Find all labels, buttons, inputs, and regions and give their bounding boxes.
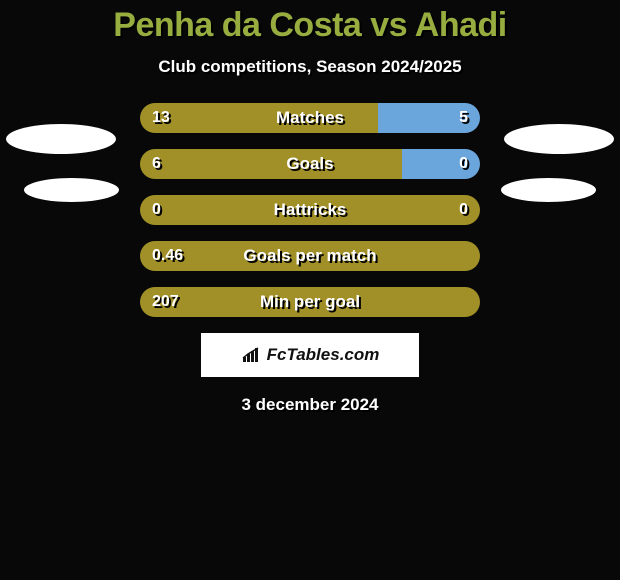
- stat-row: 6 Goals 0: [140, 149, 480, 179]
- page-title: Penha da Costa vs Ahadi: [0, 0, 620, 45]
- stat-bar-right: [378, 103, 480, 133]
- stat-bar-left: [140, 195, 480, 225]
- stat-bar: [140, 149, 480, 179]
- decorative-ellipse: [504, 124, 614, 154]
- stat-bar-right: [402, 149, 480, 179]
- stat-bar-left: [140, 149, 402, 179]
- brand-text: FcTables.com: [267, 345, 380, 365]
- stat-row: 13 Matches 5: [140, 103, 480, 133]
- stat-row: 0.46 Goals per match: [140, 241, 480, 271]
- chart-icon: [241, 346, 263, 364]
- stat-row: 0 Hattricks 0: [140, 195, 480, 225]
- stat-bar: [140, 287, 480, 317]
- stat-bar-left: [140, 287, 480, 317]
- stat-bar: [140, 195, 480, 225]
- stat-row: 207 Min per goal: [140, 287, 480, 317]
- brand-box[interactable]: FcTables.com: [201, 333, 419, 377]
- decorative-ellipse: [6, 124, 116, 154]
- decorative-ellipse: [501, 178, 596, 202]
- stat-bar: [140, 103, 480, 133]
- stat-bar-left: [140, 103, 378, 133]
- subtitle: Club competitions, Season 2024/2025: [0, 57, 620, 77]
- stat-bar-left: [140, 241, 480, 271]
- stat-bar: [140, 241, 480, 271]
- decorative-ellipse: [24, 178, 119, 202]
- date-text: 3 december 2024: [0, 395, 620, 415]
